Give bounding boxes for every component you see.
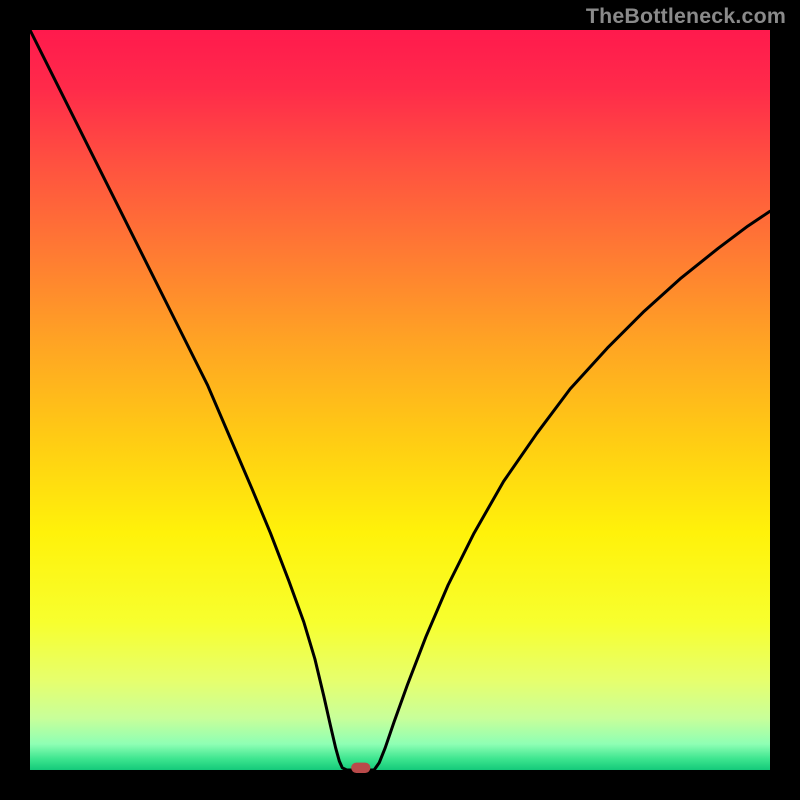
- min-marker: [351, 763, 370, 773]
- chart-container: TheBottleneck.com: [0, 0, 800, 800]
- plot-area: [30, 30, 770, 770]
- bottleneck-chart: [0, 0, 800, 800]
- watermark-text: TheBottleneck.com: [586, 4, 786, 29]
